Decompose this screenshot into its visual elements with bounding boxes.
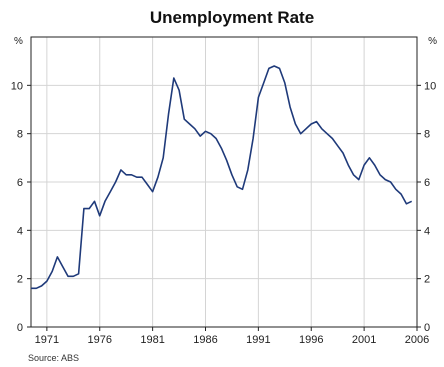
y-tick-label-right: 8 — [424, 129, 430, 141]
y-unit-right: % — [428, 36, 437, 47]
x-tick-label: 1986 — [193, 334, 217, 346]
source-note: Source: ABS — [28, 353, 79, 363]
gridlines — [31, 37, 417, 327]
y-tick-label-right: 10 — [424, 80, 436, 92]
x-tick-label: 1981 — [140, 334, 164, 346]
x-tick-label: 1996 — [299, 334, 323, 346]
y-tick-label: 4 — [17, 225, 23, 237]
y-tick-label: 8 — [17, 129, 23, 141]
y-tick-label: 2 — [17, 274, 23, 286]
x-tick-label: 2006 — [405, 334, 429, 346]
y-tick-label: 0 — [17, 322, 23, 334]
x-tick-label: 1976 — [87, 334, 111, 346]
y-tick-label-right: 6 — [424, 177, 430, 189]
series-line — [31, 65, 413, 290]
chart-title: Unemployment Rate — [150, 8, 314, 27]
series-layer — [31, 65, 413, 290]
y-tick-label-right: 0 — [424, 322, 430, 334]
y-tick-label-right: 2 — [424, 274, 430, 286]
x-tick-label: 2001 — [352, 334, 376, 346]
y-tick-label-right: 4 — [424, 225, 430, 237]
x-tick-label: 1991 — [246, 334, 270, 346]
y-unit-left: % — [14, 36, 23, 47]
axis-ticks: 0 0 2 2 4 4 6 6 8 8 10 10 1971 1976 1981 1986 1991 1996 20… — [11, 80, 437, 346]
x-tick-label: 1971 — [35, 334, 59, 346]
y-tick-label: 10 — [11, 80, 23, 92]
y-tick-label: 6 — [17, 177, 23, 189]
